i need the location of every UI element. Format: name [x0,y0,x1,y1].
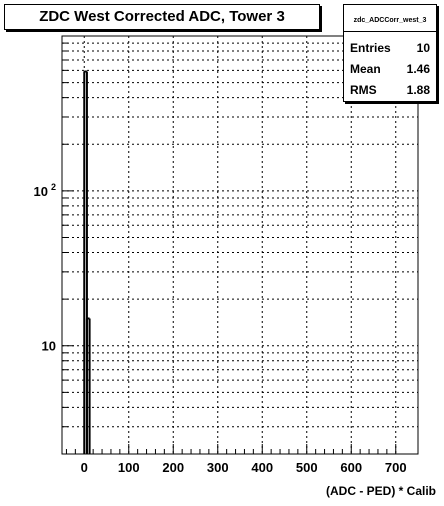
x-tick-label: 300 [207,460,229,475]
y-tick-label: 10 [42,339,56,354]
mean-value: 1.46 [406,62,430,76]
rms-label: RMS [350,83,377,97]
y-tick-label-exponent: 2 [51,182,56,192]
mean-label: Mean [350,62,381,76]
stats-row-mean: Mean 1.46 [350,59,430,79]
y-tick-label: 10 [34,184,48,199]
x-tick-label: 700 [385,460,407,475]
histogram-name: zdc_ADCCorr_west_3 [344,11,436,32]
entries-label: Entries [350,41,391,55]
x-tick-label: 400 [251,460,273,475]
x-tick-label: 0 [81,460,88,475]
chart-title-box: ZDC West Corrected ADC, Tower 3 [4,4,320,30]
x-tick-label: 100 [118,460,140,475]
stats-row-entries: Entries 10 [350,38,430,58]
stats-box: zdc_ADCCorr_west_3 Entries 10 Mean 1.46 … [343,4,437,102]
rms-value: 1.88 [406,83,430,97]
x-tick-label: 600 [340,460,362,475]
plot-frame [61,35,419,455]
x-tick-label: 500 [296,460,318,475]
entries-value: 10 [416,41,430,55]
x-tick-label: 200 [162,460,184,475]
chart-title: ZDC West Corrected ADC, Tower 3 [39,8,285,25]
stats-row-rms: RMS 1.88 [350,80,430,100]
x-axis-title: (ADC - PED) * Calib [325,484,436,498]
